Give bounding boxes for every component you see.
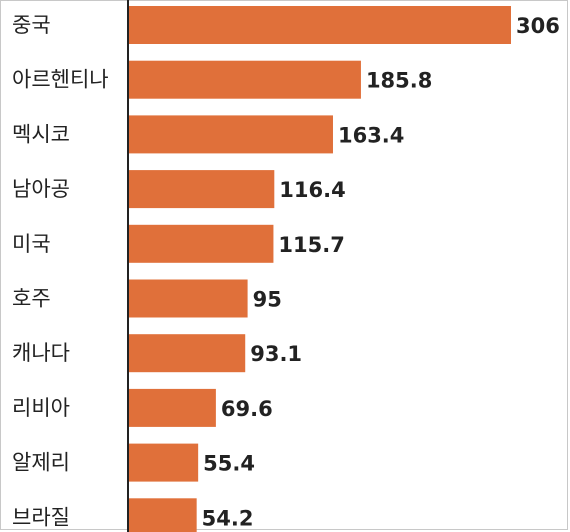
category-label-6: 캐나다 (12, 341, 70, 365)
value-label-5: 95 (253, 288, 282, 312)
bar-8 (129, 443, 199, 482)
value-label-6: 93.1 (250, 342, 302, 366)
bar-4 (129, 224, 274, 263)
category-label-8: 알제리 (12, 451, 70, 475)
bar-9 (129, 498, 197, 532)
category-label-2: 멕시코 (12, 122, 70, 146)
category-label-3: 남아공 (12, 177, 70, 201)
bar-0 (129, 6, 511, 44)
category-label-0: 중국 (12, 13, 51, 37)
value-label-0: 306 (516, 14, 560, 38)
value-labels: 306 185.8 163.4 116.4 115.7 95 93.1 69.6 55.4 54.… (202, 14, 560, 530)
value-label-9: 54.2 (202, 506, 254, 530)
category-label-9: 브라질 (12, 505, 70, 529)
bar-3 (129, 170, 275, 209)
bar-2 (129, 115, 333, 154)
category-label-4: 미국 (12, 232, 51, 256)
value-label-2: 163.4 (338, 123, 404, 147)
bar-1 (129, 60, 361, 99)
value-label-3: 116.4 (279, 178, 345, 202)
value-label-7: 69.6 (221, 397, 273, 421)
bar-7 (129, 388, 216, 427)
bar-5 (129, 279, 248, 318)
value-label-4: 115.7 (278, 233, 344, 257)
value-label-8: 55.4 (203, 452, 255, 476)
category-label-5: 호주 (12, 287, 51, 311)
bar-6 (129, 334, 246, 373)
category-label-1: 아르헨티나 (12, 68, 109, 92)
bars-group (129, 6, 511, 532)
value-label-1: 185.8 (366, 69, 432, 93)
category-label-7: 리비아 (12, 396, 70, 420)
